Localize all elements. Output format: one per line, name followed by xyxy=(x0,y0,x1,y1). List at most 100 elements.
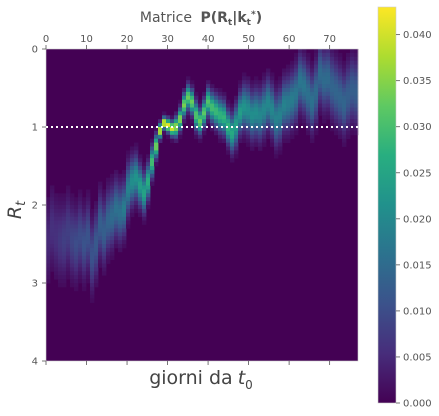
heatmap-cell xyxy=(306,60,311,65)
heatmap-cell xyxy=(90,216,95,221)
heatmap-cell xyxy=(74,275,79,280)
heatmap-cell xyxy=(46,267,51,272)
heatmap-cell xyxy=(342,72,347,77)
heatmap-cell xyxy=(206,95,211,101)
heatmap-cell xyxy=(310,130,315,136)
heatmap-cell xyxy=(70,232,75,237)
heatmap-cell xyxy=(106,255,111,260)
heatmap-cell xyxy=(334,64,339,69)
heatmap-cell xyxy=(290,103,295,108)
heatmap-cell xyxy=(290,95,295,101)
heatmap-cell xyxy=(346,134,351,140)
heatmap-cell xyxy=(142,169,147,175)
heatmap-cell xyxy=(262,130,267,136)
heatmap-cell xyxy=(306,64,311,69)
heatmap-cell xyxy=(330,103,335,108)
heatmap-cell xyxy=(262,111,267,116)
heatmap-cell xyxy=(314,76,319,81)
heatmap-cell xyxy=(126,154,131,159)
heatmap-cell xyxy=(250,123,255,128)
heatmap-cell xyxy=(50,224,55,229)
heatmap-cell xyxy=(102,189,107,194)
heatmap-cell xyxy=(314,130,319,136)
heatmap-cell xyxy=(174,111,179,116)
heatmap-cell xyxy=(322,68,327,73)
heatmap-cell xyxy=(238,103,243,108)
heatmap-cell xyxy=(326,88,331,93)
heatmap-cell xyxy=(258,88,263,93)
heatmap-cell xyxy=(82,232,87,237)
heatmap-cell xyxy=(238,84,243,89)
heatmap-cell xyxy=(74,259,79,264)
x-tick-label: 60 xyxy=(283,34,296,45)
heatmap-cell xyxy=(242,134,247,140)
heatmap-cell xyxy=(138,154,143,159)
heatmap-cell xyxy=(310,76,315,81)
heatmap-cell xyxy=(50,220,55,225)
heatmap-cell xyxy=(306,68,311,73)
heatmap-cell xyxy=(50,208,55,214)
heatmap-cell xyxy=(126,193,131,198)
heatmap-cell xyxy=(90,294,95,299)
x-axis-label: giorni da t0 xyxy=(149,367,253,392)
heatmap-cell xyxy=(334,115,339,120)
heatmap-cell xyxy=(98,251,103,257)
heatmap-cell xyxy=(238,138,243,143)
heatmap-cell xyxy=(118,205,123,210)
heatmap-cell xyxy=(122,201,127,206)
heatmap-cell xyxy=(194,107,199,112)
heatmap-cell xyxy=(350,99,355,104)
heatmap-cell xyxy=(90,255,95,260)
heatmap-cell xyxy=(330,99,335,104)
heatmap-cell xyxy=(114,177,119,182)
heatmap-cell xyxy=(154,142,159,147)
heatmap-cell xyxy=(246,130,251,136)
heatmap-cell xyxy=(94,275,99,280)
heatmap-cell xyxy=(190,88,195,93)
heatmap-cell xyxy=(162,115,167,120)
colorbar-tick-label: 0.030 xyxy=(403,122,432,133)
heatmap-cell xyxy=(202,111,207,116)
heatmap-cell xyxy=(122,169,127,175)
heatmap-cell xyxy=(286,123,291,128)
x-tick-label: 10 xyxy=(80,34,93,45)
heatmap-cell xyxy=(202,127,207,132)
heatmap-cell xyxy=(314,91,319,97)
heatmap-cell xyxy=(102,267,107,272)
heatmap-cell xyxy=(78,193,83,198)
heatmap-cell xyxy=(282,95,287,101)
heatmap-cell xyxy=(74,247,79,253)
heatmap-cell xyxy=(218,115,223,120)
heatmap-cell xyxy=(102,224,107,229)
heatmap-cell xyxy=(50,185,55,190)
heatmap-cell xyxy=(110,224,115,229)
heatmap-cell xyxy=(278,142,283,147)
y-tick-label: 1 xyxy=(32,123,38,134)
heatmap-cell xyxy=(266,68,271,73)
heatmap-cell xyxy=(218,123,223,128)
heatmap-cell xyxy=(338,56,343,62)
heatmap-cell xyxy=(110,208,115,214)
heatmap-cell xyxy=(178,99,183,104)
heatmap-cell xyxy=(134,158,139,163)
heatmap-cell xyxy=(110,197,115,202)
heatmap-cell xyxy=(178,103,183,108)
heatmap-cell xyxy=(130,150,135,155)
heatmap-cell xyxy=(322,99,327,104)
heatmap-cell xyxy=(82,228,87,233)
heatmap-cell xyxy=(118,181,123,186)
heatmap-cell xyxy=(142,212,147,218)
heatmap-cell xyxy=(242,115,247,120)
heatmap-cell xyxy=(90,232,95,237)
heatmap-cell xyxy=(202,123,207,128)
heatmap-cell xyxy=(334,56,339,62)
heatmap-cell xyxy=(46,279,51,284)
heatmap-cell xyxy=(294,130,299,136)
heatmap-cell xyxy=(282,134,287,140)
heatmap-cell xyxy=(242,127,247,132)
heatmap-cell xyxy=(118,247,123,253)
heatmap-cell xyxy=(90,212,95,218)
heatmap-cell xyxy=(146,189,151,194)
heatmap-cell xyxy=(338,95,343,101)
heatmap-cell xyxy=(82,247,87,253)
